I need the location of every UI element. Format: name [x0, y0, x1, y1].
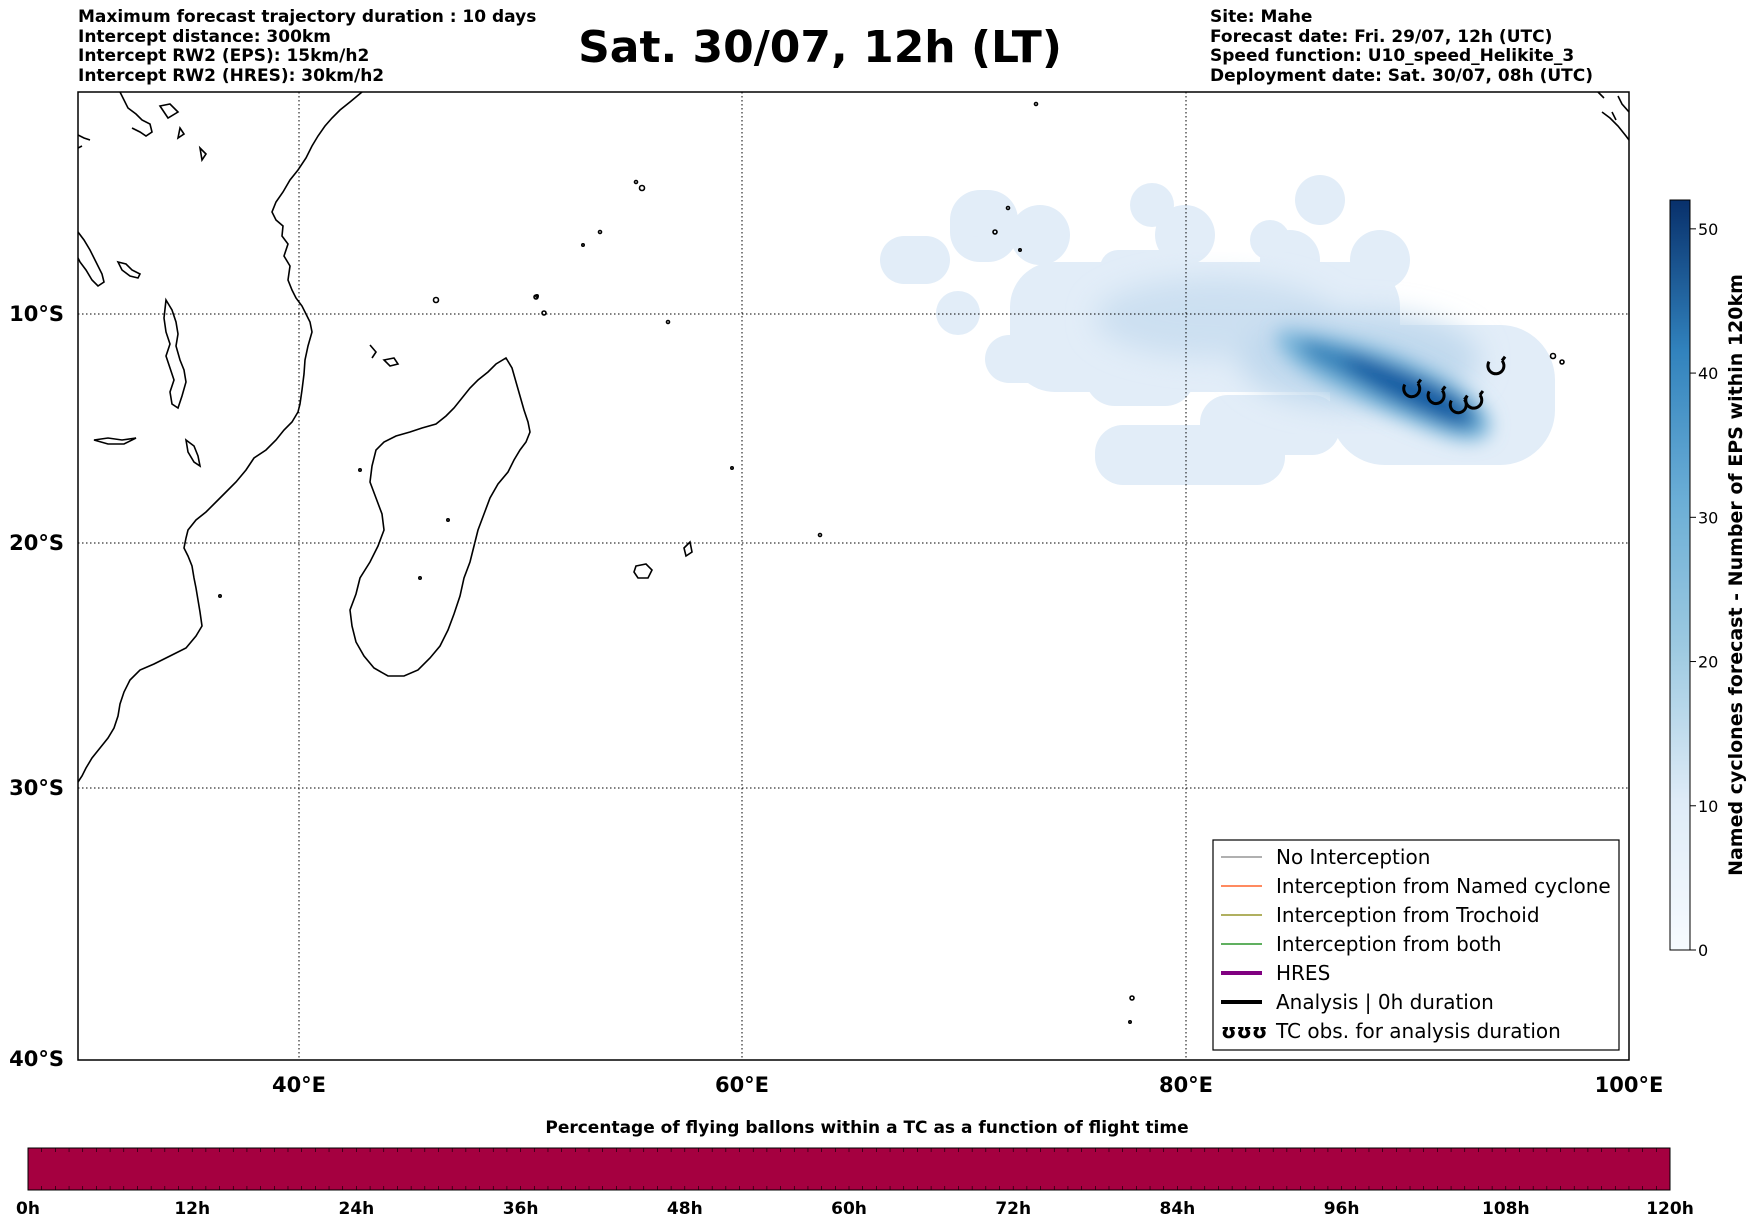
legend-label: Interception from both	[1276, 932, 1502, 956]
legend-item: HRES	[1221, 961, 1330, 985]
lat-label-20s: 20°S	[9, 531, 64, 555]
lake-outline	[184, 438, 202, 468]
colorbar-tick: 40	[1690, 364, 1718, 383]
colorbar-tick: 0	[1690, 941, 1708, 960]
somali-coast	[116, 260, 142, 279]
lat-label-30s: 30°S	[9, 776, 64, 800]
colorbar-tick-label: 0	[1698, 941, 1708, 960]
legend-item: Interception from Trochoid	[1221, 903, 1540, 927]
flight-time-tick-label: 36h	[503, 1199, 539, 1219]
tc-observations	[1402, 355, 1507, 415]
flight-time-tick-label: 24h	[339, 1199, 375, 1219]
flight-time-tick-label: 84h	[1160, 1199, 1196, 1219]
legend-item: Interception from Named cyclone	[1221, 874, 1611, 898]
legend-label: HRES	[1276, 961, 1330, 985]
colorbar-tick-label: 10	[1698, 797, 1718, 816]
flight-time-tick-label: 72h	[995, 1199, 1031, 1219]
flight-time-panel: Percentage of flying ballons within a TC…	[16, 1118, 1694, 1219]
flight-time-tick-label: 48h	[667, 1199, 703, 1219]
gridlines	[78, 92, 1629, 1060]
lon-label-80e: 80°E	[1159, 1073, 1213, 1097]
lake-outline	[163, 297, 187, 410]
flight-time-tick-label: 12h	[174, 1199, 210, 1219]
reunion-island	[633, 563, 653, 579]
colorbar-tick-label: 50	[1698, 220, 1718, 239]
flight-time-bar	[27, 1147, 1671, 1191]
info-line: Site: Mahe	[1210, 7, 1313, 27]
legend-item: ʊʊʊ TC obs. for analysis duration	[1221, 1019, 1561, 1043]
flight-time-tick-label: 108h	[1482, 1199, 1530, 1219]
map-frame	[77, 91, 1630, 1061]
cyclone-density-field	[880, 175, 1555, 485]
info-line: Intercept distance: 300km	[78, 26, 331, 47]
lon-label-60e: 60°E	[715, 1073, 769, 1097]
colorbar-tick: 10	[1690, 797, 1718, 816]
info-line: Intercept RW2 (HRES): 30km/h2	[78, 65, 385, 86]
forecast-info-left: Maximum forecast trajectory duration : 1…	[78, 7, 537, 86]
info-line: Forecast date: Fri. 29/07, 12h (UTC)	[1210, 26, 1553, 47]
tc-symbol-icon: ʊʊʊ	[1221, 1019, 1267, 1043]
legend-box	[1212, 839, 1620, 1051]
colorbar-tick: 20	[1690, 653, 1718, 672]
arabia-coastline	[78, 92, 153, 288]
lon-label-40e: 40°E	[272, 1073, 326, 1097]
page-title: Sat. 30/07, 12h (LT)	[578, 22, 1062, 73]
legend-label: Analysis | 0h duration	[1276, 990, 1494, 1014]
legend-item: Analysis | 0h duration	[1221, 990, 1494, 1014]
colorbar-tick: 30	[1690, 508, 1718, 527]
tc-obs-symbol	[1426, 385, 1447, 406]
legend-item: Interception from both	[1221, 932, 1502, 956]
lat-label-10s: 10°S	[9, 302, 64, 326]
flight-time-tick-label: 96h	[1324, 1199, 1360, 1219]
flight-time-tick-label: 120h	[1646, 1199, 1694, 1219]
colorbar-tick-label: 20	[1698, 653, 1718, 672]
info-line: Intercept RW2 (EPS): 15km/h2	[78, 46, 370, 66]
tc-obs-symbol	[1464, 390, 1485, 410]
sumatra-coastline	[1597, 92, 1629, 141]
mauritius-island	[683, 540, 693, 558]
lake-outline	[93, 437, 137, 445]
flight-time-tick-label: 60h	[831, 1199, 867, 1219]
colorbar-tick-label: 40	[1698, 364, 1718, 383]
colorbar-label: Named cyclones forecast - Number of EPS …	[1725, 274, 1747, 876]
colorbar-tick-label: 30	[1698, 508, 1718, 527]
info-line: Speed function: U10_speed_Helikite_3	[1210, 46, 1575, 66]
legend-label: No Interception	[1276, 845, 1430, 869]
tc-obs-symbol	[1486, 355, 1507, 376]
legend-label: TC obs. for analysis duration	[1275, 1019, 1561, 1043]
legend-label: Interception from Named cyclone	[1276, 874, 1611, 898]
flight-time-title: Percentage of flying ballons within a TC…	[545, 1118, 1188, 1138]
info-line: Deployment date: Sat. 30/07, 08h (UTC)	[1210, 65, 1594, 86]
map-legend: No Interception Interception from Named c…	[1212, 839, 1620, 1051]
colorbar-tick: 50	[1690, 220, 1718, 239]
tc-obs-symbol	[1402, 378, 1423, 399]
africa-coastline	[78, 92, 363, 783]
info-line: Maximum forecast trajectory duration : 1…	[78, 7, 537, 27]
lat-label-40s: 40°S	[9, 1047, 64, 1071]
coastlines	[78, 92, 1629, 1024]
madagascar-coastline	[349, 356, 531, 677]
flight-time-tick-label: 0h	[16, 1199, 40, 1219]
density-colorbar: 0 10 20 30 40 50 Named cyclones forecast - Nu…	[1669, 199, 1747, 960]
lon-label-100e: 100°E	[1595, 1073, 1664, 1097]
forecast-info-right: Site: Mahe Forecast date: Fri. 29/07, 12…	[1210, 7, 1594, 86]
colorbar-scale	[1669, 199, 1691, 951]
legend-label: Interception from Trochoid	[1276, 903, 1540, 927]
legend-item: No Interception	[1221, 845, 1430, 869]
map-area	[78, 92, 1629, 1060]
